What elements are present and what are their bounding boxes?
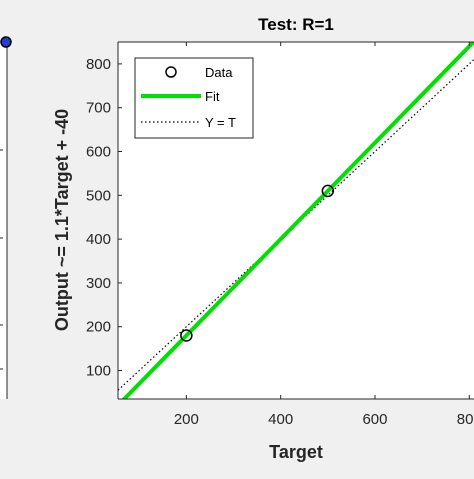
data-point bbox=[321, 184, 335, 198]
left-neighbor-panel bbox=[0, 36, 12, 399]
axes-frame bbox=[117, 41, 474, 400]
y-tick-label: 200 bbox=[86, 319, 111, 336]
chart-title: Test: R=1 bbox=[258, 15, 334, 34]
x-tick-label: 800 bbox=[457, 411, 474, 428]
y-tick-label: 500 bbox=[86, 187, 111, 204]
left-panel-data-marker bbox=[0, 36, 12, 48]
x-tick-label: 400 bbox=[268, 411, 293, 428]
data-point bbox=[180, 329, 193, 342]
y-tick-label: 300 bbox=[86, 275, 111, 292]
plot-marks bbox=[118, 42, 474, 399]
axis-ticks: 200 400 600 800 100 200 300 400 500 600 700 800 bbox=[86, 42, 474, 428]
x-tick-label: 600 bbox=[362, 411, 387, 428]
y-axis-label: Output ~= 1.1*Target + -40 bbox=[52, 109, 72, 331]
x-axis-label: Target bbox=[269, 442, 323, 462]
legend-data-marker bbox=[165, 66, 177, 78]
y-tick-label: 400 bbox=[86, 231, 111, 248]
y-tick-label: 700 bbox=[86, 100, 111, 117]
legend: Data Fit Y = T bbox=[134, 57, 254, 139]
y-tick-label: 800 bbox=[86, 56, 111, 73]
left-panel-axes-area bbox=[0, 42, 7, 399]
y-tick-label: 100 bbox=[86, 363, 111, 380]
y-tick-label: 600 bbox=[86, 144, 111, 161]
x-tick-label: 200 bbox=[174, 411, 199, 428]
legend-label-data: Data bbox=[205, 65, 233, 80]
identity-line-y-equals-t bbox=[118, 59, 474, 391]
fit-line bbox=[121, 42, 474, 399]
legend-label-yt: Y = T bbox=[205, 115, 236, 130]
legend-label-fit: Fit bbox=[205, 89, 220, 104]
